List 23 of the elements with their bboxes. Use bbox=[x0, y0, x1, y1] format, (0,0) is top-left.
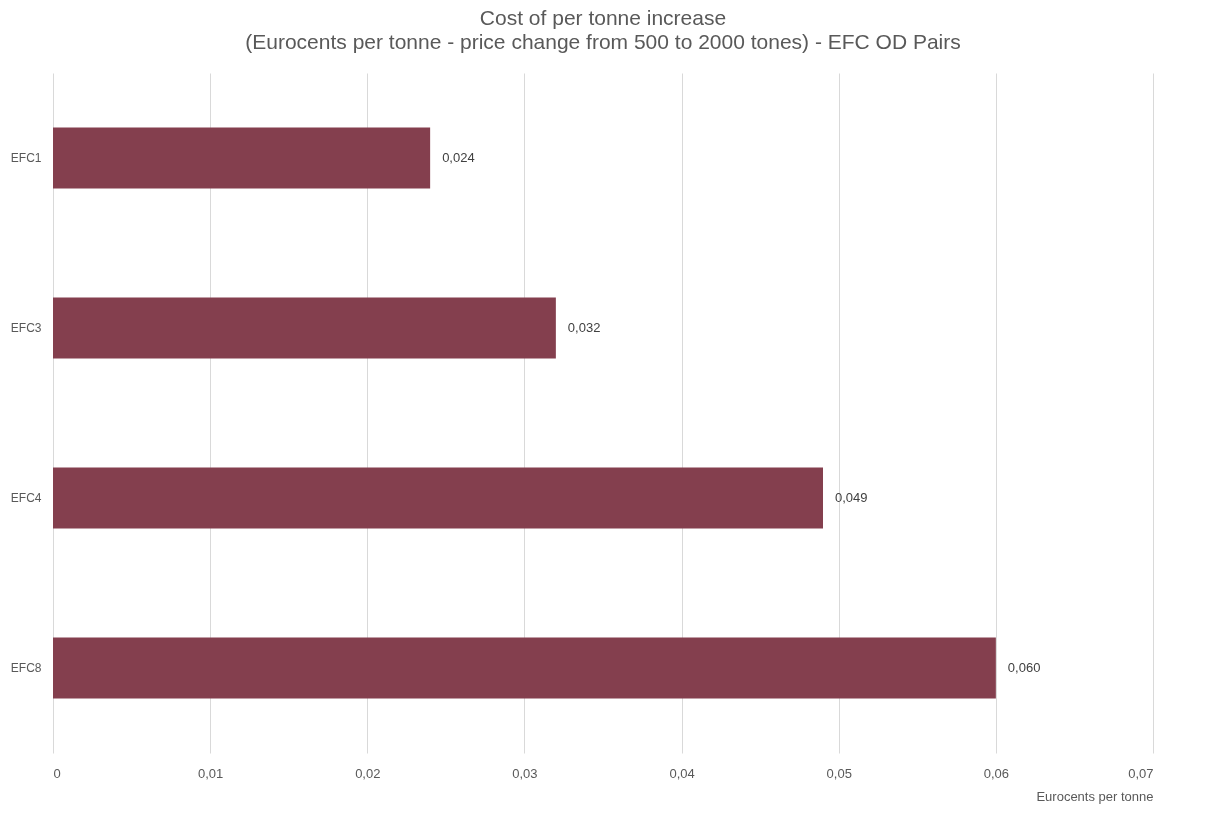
x-tick-label: 0 bbox=[53, 765, 61, 781]
bar bbox=[53, 127, 431, 189]
y-tick-label: EFC3 bbox=[10, 321, 42, 335]
x-axis-title: Eurocents per tonne bbox=[1036, 788, 1154, 804]
bar bbox=[53, 467, 823, 529]
x-tick-label: 0,01 bbox=[197, 765, 224, 781]
data-label: 0,049 bbox=[835, 490, 868, 505]
chart-subtitle: (Eurocents per tonne - price change from 500 to 2000 tones) - EFC OD Pairs bbox=[245, 30, 961, 53]
y-tick-label: EFC1 bbox=[10, 151, 42, 165]
x-tick-label: 0,03 bbox=[512, 765, 538, 781]
data-label: 0,024 bbox=[442, 150, 475, 165]
x-tick-label: 0,07 bbox=[1128, 765, 1154, 781]
data-label: 0,032 bbox=[567, 320, 601, 335]
y-tick-label: EFC8 bbox=[10, 661, 42, 675]
chart-title: Cost of per tonne increase bbox=[479, 6, 727, 29]
x-tick-label: 0,02 bbox=[355, 765, 381, 781]
y-tick-label: EFC4 bbox=[10, 491, 42, 505]
data-label: 0,060 bbox=[1007, 660, 1041, 675]
x-tick-label: 0,06 bbox=[983, 765, 1010, 781]
x-tick-label: 0,04 bbox=[669, 765, 695, 781]
x-tick-label: 0,05 bbox=[826, 765, 852, 781]
bar bbox=[53, 297, 556, 359]
bar bbox=[53, 637, 996, 699]
